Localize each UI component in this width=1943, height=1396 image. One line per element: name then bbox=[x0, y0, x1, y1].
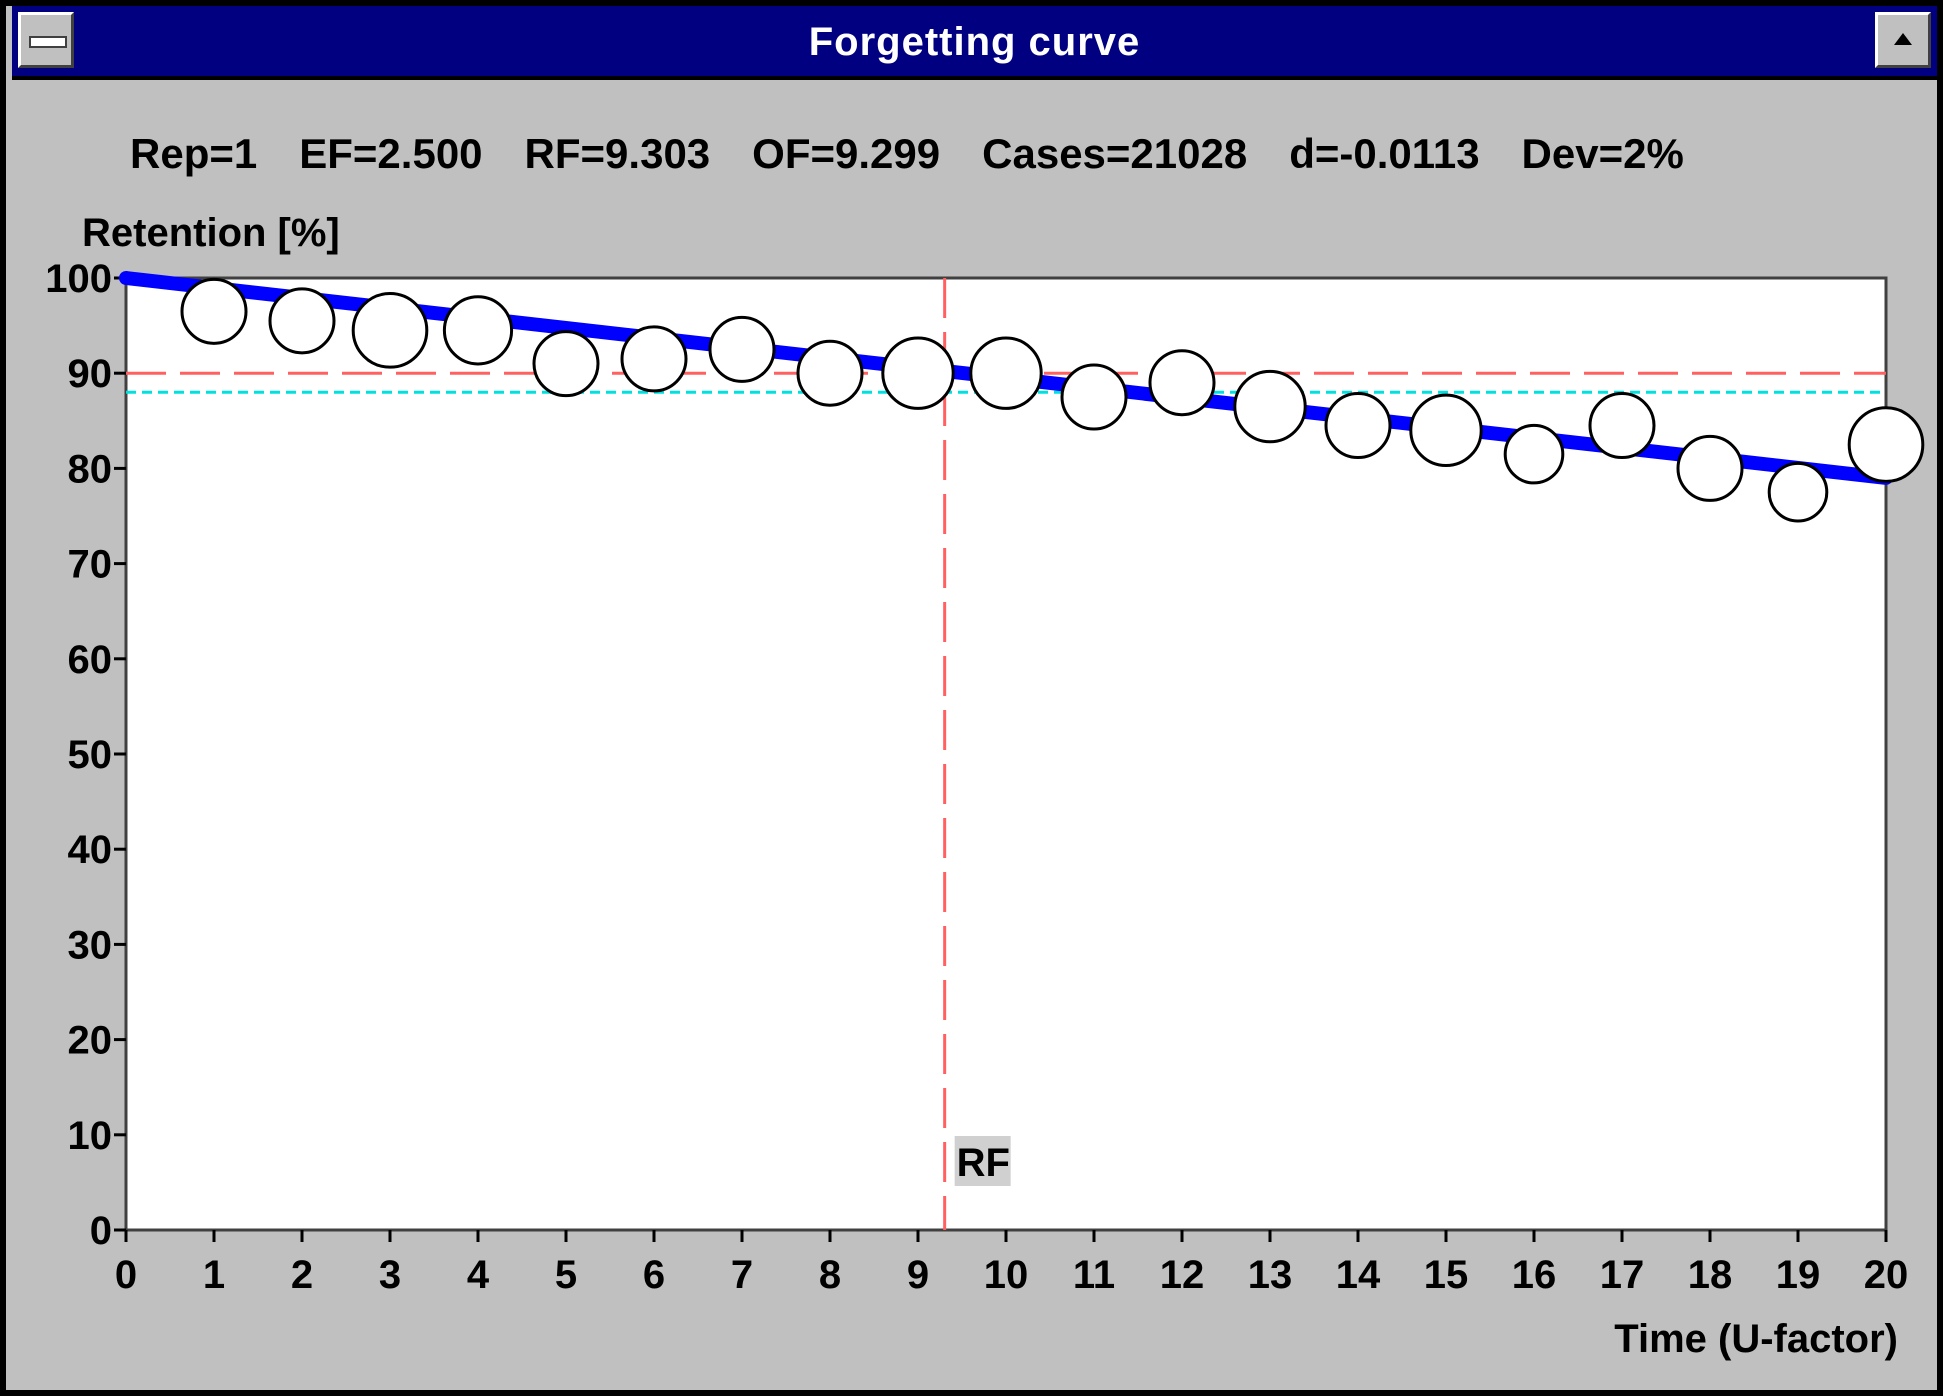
data-point bbox=[969, 336, 1043, 410]
y-tick-label: 90 bbox=[68, 352, 113, 396]
data-point bbox=[1847, 406, 1925, 483]
data-point bbox=[351, 292, 429, 369]
stats-line: Rep=1 EF=2.500 RF=9.303 OF=9.299 Cases=21028… bbox=[130, 130, 1726, 178]
maximize-icon bbox=[1894, 33, 1912, 45]
x-tick-label: 17 bbox=[1600, 1253, 1645, 1297]
forgetting-curve-chart: Retention [%]Time (U-factor)010203040506… bbox=[45, 211, 1925, 1361]
data-point bbox=[881, 336, 955, 410]
x-tick-label: 4 bbox=[467, 1253, 490, 1297]
x-tick-label: 12 bbox=[1160, 1253, 1205, 1297]
x-tick-label: 15 bbox=[1424, 1253, 1469, 1297]
data-point bbox=[1060, 363, 1128, 431]
data-point bbox=[620, 325, 688, 393]
x-tick-label: 0 bbox=[115, 1253, 137, 1297]
data-point bbox=[1148, 349, 1216, 417]
rf-label-background bbox=[954, 1136, 1011, 1186]
title-bar[interactable]: Forgetting curve bbox=[12, 6, 1937, 80]
x-tick-label: 8 bbox=[819, 1253, 841, 1297]
y-tick-label: 0 bbox=[90, 1209, 112, 1253]
y-tick-label: 50 bbox=[68, 733, 113, 777]
y-tick-label: 40 bbox=[68, 828, 113, 872]
rf-label: RF bbox=[957, 1141, 1010, 1185]
data-point bbox=[1503, 423, 1565, 485]
data-point bbox=[180, 277, 248, 345]
system-menu-icon bbox=[29, 36, 67, 48]
data-point bbox=[1324, 392, 1392, 460]
x-tick-label: 19 bbox=[1776, 1253, 1821, 1297]
x-tick-label: 14 bbox=[1336, 1253, 1381, 1297]
stat-cases: Cases=21028 bbox=[982, 130, 1248, 177]
data-point bbox=[1588, 392, 1656, 460]
x-tick-label: 18 bbox=[1688, 1253, 1733, 1297]
x-tick-label: 11 bbox=[1073, 1253, 1115, 1297]
x-tick-label: 3 bbox=[379, 1253, 401, 1297]
x-tick-label: 1 bbox=[203, 1253, 225, 1297]
x-tick-label: 13 bbox=[1248, 1253, 1293, 1297]
stat-of: OF=9.299 bbox=[752, 130, 941, 177]
x-axis-label: Time (U-factor) bbox=[1614, 1317, 1898, 1361]
x-tick-label: 20 bbox=[1864, 1253, 1909, 1297]
system-menu-button[interactable] bbox=[18, 12, 74, 68]
data-point bbox=[532, 330, 600, 398]
data-point bbox=[1676, 434, 1744, 502]
window-title: Forgetting curve bbox=[808, 20, 1141, 64]
stat-rep: Rep=1 bbox=[130, 130, 258, 177]
x-tick-label: 5 bbox=[555, 1253, 577, 1297]
data-point bbox=[268, 287, 336, 355]
stat-d: d=-0.0113 bbox=[1289, 130, 1480, 177]
data-point bbox=[1767, 461, 1829, 523]
x-tick-label: 2 bbox=[291, 1253, 313, 1297]
y-tick-label: 100 bbox=[45, 257, 112, 301]
data-point bbox=[1233, 369, 1307, 444]
x-tick-label: 16 bbox=[1512, 1253, 1557, 1297]
data-point bbox=[1409, 393, 1483, 468]
x-tick-label: 9 bbox=[907, 1253, 929, 1297]
y-axis-label: Retention [%] bbox=[82, 211, 340, 255]
x-tick-label: 6 bbox=[643, 1253, 665, 1297]
maximize-button[interactable] bbox=[1875, 12, 1931, 68]
stat-dev: Dev=2% bbox=[1521, 130, 1684, 177]
y-tick-label: 10 bbox=[68, 1114, 113, 1158]
stat-rf: RF=9.303 bbox=[524, 130, 711, 177]
data-point bbox=[708, 315, 776, 383]
y-tick-label: 30 bbox=[68, 923, 113, 967]
data-point bbox=[442, 295, 514, 366]
y-tick-label: 60 bbox=[68, 638, 113, 682]
y-tick-label: 70 bbox=[68, 543, 113, 587]
y-tick-label: 80 bbox=[68, 447, 113, 491]
y-tick-label: 20 bbox=[68, 1019, 113, 1063]
x-tick-label: 7 bbox=[731, 1253, 753, 1297]
data-point bbox=[796, 339, 864, 407]
stat-ef: EF=2.500 bbox=[299, 130, 483, 177]
x-tick-label: 10 bbox=[984, 1253, 1029, 1297]
